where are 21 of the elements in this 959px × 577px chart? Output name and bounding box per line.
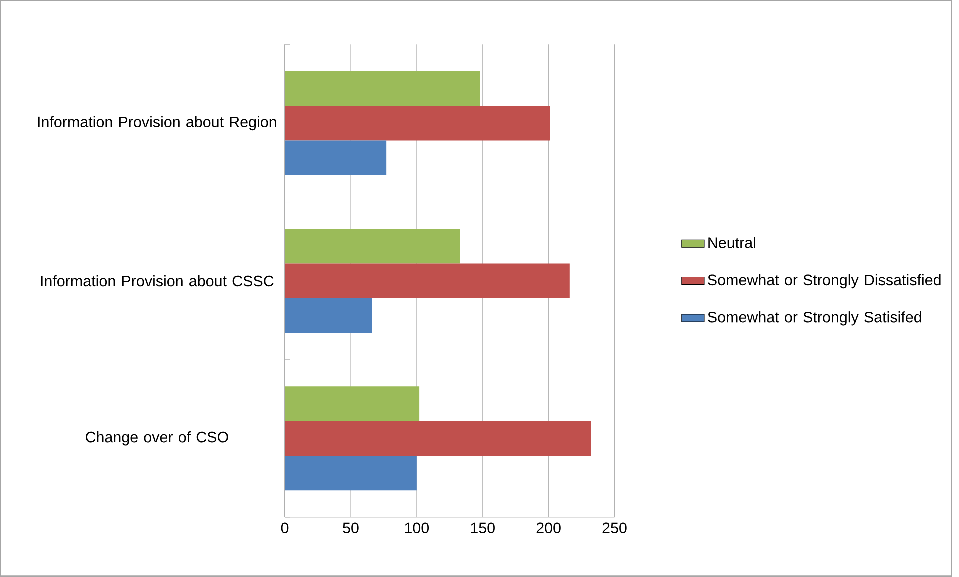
bar: [285, 456, 417, 491]
x-tick-label: 200: [536, 522, 561, 534]
x-tick-label: 250: [602, 522, 627, 534]
x-tick-label: 150: [471, 522, 495, 534]
y-tick-label: Information Provision about CSSC: [41, 275, 274, 287]
legend-label: Somewhat or Strongly Dissatisfied: [708, 274, 941, 289]
x-tick-label: 0: [281, 522, 289, 534]
bar: [285, 386, 420, 422]
x-tick-label: 50: [343, 522, 359, 534]
bar: [285, 229, 460, 264]
bar: [285, 106, 550, 141]
bar: [285, 421, 592, 456]
bar: [285, 71, 480, 106]
x-tick-label: 100: [405, 522, 430, 534]
bar: [285, 264, 570, 298]
y-tick-label: Change over of CSO: [86, 432, 228, 446]
bar: [285, 140, 387, 176]
bar: [285, 298, 372, 334]
legend-label: Neutral: [708, 237, 756, 248]
legend-label: Somewhat or Strongly Satisifed: [708, 312, 922, 326]
y-tick-label: Information Provision about Region: [38, 116, 276, 131]
